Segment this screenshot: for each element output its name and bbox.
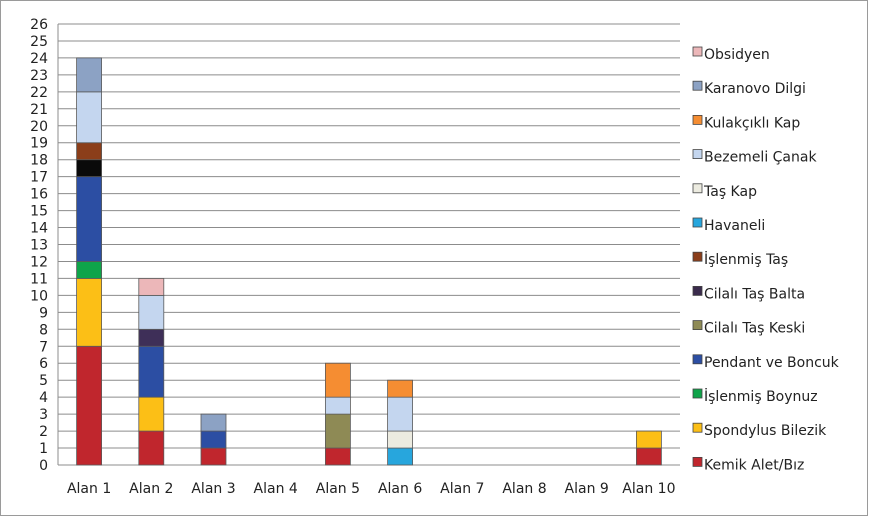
y-tick-label: 19: [30, 136, 48, 152]
y-tick-label: 23: [30, 68, 48, 84]
bar-segment: [138, 294, 165, 330]
bar-segment: [76, 278, 102, 347]
y-tick-label: 0: [39, 458, 48, 474]
bar-segment: [324, 447, 351, 466]
legend-label: Obsidyen: [704, 47, 770, 63]
legend-swatch: [692, 115, 703, 125]
bar-segment: [636, 447, 662, 466]
bar-segment: [76, 345, 102, 466]
bar-segment: [387, 379, 414, 398]
y-tick-label: 8: [39, 322, 48, 338]
x-tick-label: Alan 7: [440, 481, 484, 497]
legend-label: İşlenmiş Taş: [704, 250, 788, 268]
x-tick-label: Alan 10: [622, 481, 675, 497]
legend-swatch: [692, 149, 703, 160]
legend-label: Karanovo Dilgi: [704, 81, 806, 97]
y-tick-label: 18: [30, 153, 48, 169]
bar-segment: [387, 447, 414, 466]
x-tick-label: Alan 2: [129, 481, 173, 497]
legend-swatch: [692, 285, 703, 296]
x-tick-label: Alan 3: [191, 481, 235, 497]
bar-segment: [200, 413, 227, 432]
legend-label: Cilalı Taş Keski: [704, 321, 805, 337]
bar-segment: [138, 328, 165, 347]
bar-segment: [636, 430, 662, 449]
legend-swatch: [692, 251, 703, 262]
legend-label: Bezemeli Çanak: [704, 150, 817, 166]
bar-segment: [387, 396, 414, 432]
x-tick-label: Alan 8: [502, 481, 546, 497]
x-tick-label: Alan 4: [254, 481, 298, 497]
y-tick-label: 5: [39, 373, 48, 389]
y-tick-label: 24: [30, 51, 48, 67]
legend-label: Taş Kap: [703, 184, 757, 200]
y-tick-label: 20: [30, 119, 48, 135]
bar-segment: [324, 362, 351, 398]
bar-segment: [387, 430, 414, 449]
legend-label: Spondylus Bilezik: [704, 423, 827, 439]
y-tick-label: 2: [39, 424, 48, 440]
bar-segment: [76, 159, 102, 178]
legend-swatch: [692, 80, 703, 91]
y-tick-label: 21: [30, 102, 48, 118]
bar-segment: [138, 430, 165, 466]
bar-segment: [138, 396, 165, 432]
x-tick-label: Alan 1: [67, 481, 111, 497]
y-tick-label: 1: [39, 441, 48, 457]
legend-label: Pendant ve Boncuk: [704, 355, 840, 371]
y-tick-label: 6: [39, 356, 48, 372]
y-tick-label: 25: [30, 34, 48, 50]
y-tick-label: 16: [30, 187, 48, 203]
x-tick-label: Alan 9: [565, 481, 609, 497]
bar-segment: [200, 447, 227, 466]
x-tick-label: Alan 6: [378, 481, 422, 497]
y-tick-label: 4: [39, 390, 48, 406]
bar-segment: [76, 57, 102, 93]
legend-swatch: [692, 183, 703, 194]
bar-segment: [76, 261, 102, 279]
legend-swatch: [692, 354, 703, 365]
y-tick-label: 14: [30, 221, 48, 237]
y-tick-label: 13: [30, 238, 48, 254]
y-tick-label: 22: [30, 85, 48, 101]
legend-swatch: [692, 46, 703, 57]
legend-swatch: [692, 422, 703, 433]
y-tick-label: 12: [30, 254, 48, 270]
x-tick-label: Alan 5: [316, 481, 360, 497]
legend-label: Kulakçıklı Kap: [704, 115, 800, 131]
bar-segment: [324, 396, 351, 415]
y-tick-label: 9: [39, 305, 48, 321]
legend-label: Cilalı Taş Balta: [704, 286, 805, 302]
legend-swatch: [692, 217, 703, 228]
y-tick-label: 3: [39, 407, 48, 423]
y-tick-label: 15: [30, 204, 48, 220]
y-tick-label: 26: [30, 17, 48, 33]
legend-swatch: [692, 388, 703, 399]
y-tick-label: 17: [30, 170, 48, 186]
y-tick-label: 11: [30, 271, 48, 287]
legend-swatch: [692, 456, 703, 467]
bar-segment: [200, 430, 227, 449]
bar-segment: [76, 142, 102, 161]
legend-swatch: [692, 320, 703, 331]
bar-segment: [76, 91, 102, 144]
legend-label: İşlenmiş Boynuz: [704, 387, 818, 405]
bar-segment: [138, 278, 165, 296]
bar-segment: [76, 176, 102, 262]
legend-label: Kemik Alet/Bız: [704, 457, 804, 473]
y-tick-label: 10: [30, 288, 48, 304]
bar-segment: [324, 413, 351, 449]
y-tick-label: 7: [39, 339, 48, 355]
bar-segment: [138, 345, 165, 398]
legend-label: Havaneli: [704, 218, 765, 234]
